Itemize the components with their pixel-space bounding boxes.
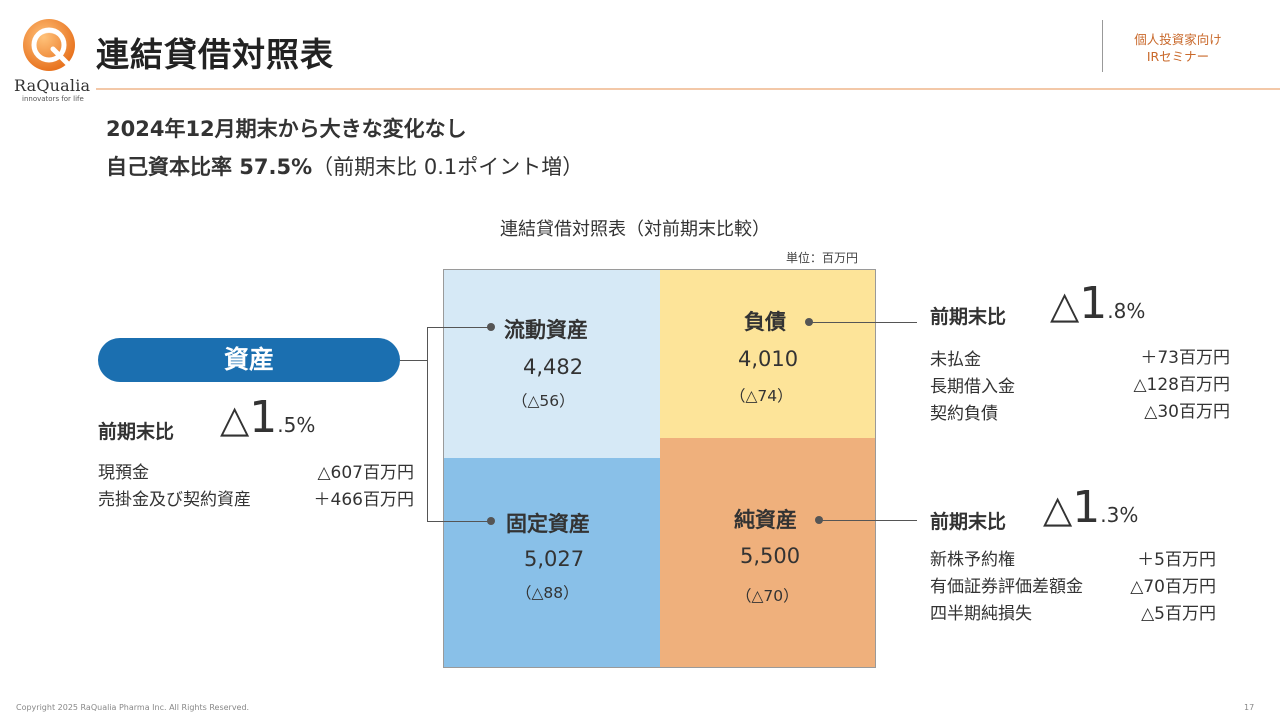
assets-cmp-dec: .5%	[277, 413, 316, 437]
assets-row-value: ＋466百万円	[313, 490, 414, 510]
current-assets-block: 流動資産 4,482 （△56）	[444, 270, 660, 458]
liabilities-value: 4,010	[738, 347, 799, 371]
liabilities-diff: （△74）	[730, 387, 793, 405]
liabilities-row-value: △30百万円	[1144, 402, 1230, 422]
fixed-assets-dot	[487, 517, 495, 525]
delta-icon: △	[220, 397, 250, 441]
liabilities-row-label: 契約負債	[930, 404, 998, 424]
liabilities-cmp-label: 前期末比	[930, 306, 1007, 328]
delta-icon: △	[1043, 487, 1073, 531]
current-assets-label: 流動資産	[504, 318, 588, 342]
net-assets-cmp-dec: .3%	[1100, 503, 1139, 527]
net-assets-block: 純資産 5,500 （△70）	[660, 438, 875, 667]
net-assets-connector	[819, 520, 917, 521]
equity-ratio-text: 自己資本比率 57.5%	[106, 155, 313, 179]
footer-copyright: Copyright 2025 RaQualia Pharma Inc. All …	[16, 703, 250, 712]
current-assets-dot	[487, 323, 495, 331]
assets-connector	[400, 360, 427, 361]
liabilities-connector	[809, 322, 917, 323]
liabilities-label: 負債	[744, 310, 786, 334]
net-assets-label: 純資産	[734, 508, 797, 532]
assets-cmp-label: 前期末比	[98, 421, 175, 443]
subtitle-line1: 2024年12月期末から大きな変化なし	[106, 117, 467, 141]
liabilities-cmp-dec: .8%	[1107, 299, 1146, 323]
badge-line2: IRセミナー	[1146, 49, 1210, 64]
liabilities-block: 負債 4,010 （△74）	[660, 270, 875, 438]
net-assets-row-label: 四半期純損失	[930, 604, 1032, 624]
logo-text: RaQualia	[14, 76, 91, 95]
equity-ratio-change: （前期末比 0.1ポイント増）	[312, 155, 584, 179]
logo-icon	[22, 18, 76, 72]
net-assets-row-value: △70百万円	[1130, 577, 1216, 597]
fixed-assets-label: 固定資産	[506, 512, 590, 536]
assets-row-value: △607百万円	[317, 463, 414, 483]
fixed-assets-connector	[427, 521, 491, 522]
fixed-assets-value: 5,027	[524, 547, 585, 571]
net-assets-diff: （△70）	[736, 587, 799, 605]
liabilities-row-label: 長期借入金	[930, 377, 1015, 397]
liabilities-cmp-int: 1	[1079, 278, 1108, 329]
net-assets-cmp-int: 1	[1072, 482, 1101, 533]
assets-cmp-value: △1.5%	[220, 392, 315, 443]
net-assets-cmp-value: △1.3%	[1043, 482, 1138, 533]
page-title: 連結貸借対照表	[96, 35, 334, 74]
delta-icon: △	[1050, 283, 1080, 327]
liabilities-row-value: △128百万円	[1133, 375, 1230, 395]
liabilities-cmp-value: △1.8%	[1050, 278, 1145, 329]
net-assets-row-value: ＋5百万円	[1137, 550, 1216, 570]
assets-pill: 資産	[98, 338, 400, 382]
current-assets-connector	[427, 327, 491, 328]
assets-bracket	[427, 327, 428, 521]
header-divider	[1102, 20, 1103, 72]
net-assets-value: 5,500	[740, 544, 801, 568]
net-assets-row-value: △5百万円	[1141, 604, 1216, 624]
fixed-assets-diff: （△88）	[516, 584, 579, 602]
assets-row-label: 売掛金及び契約資産	[98, 490, 251, 510]
net-assets-row-label: 有価証券評価差額金	[930, 577, 1083, 597]
header-rule	[96, 88, 1280, 90]
net-assets-cmp-label: 前期末比	[930, 511, 1007, 533]
chart-unit: 単位：百万円	[786, 251, 859, 265]
badge-line1: 個人投資家向け	[1134, 32, 1222, 47]
liabilities-row-value: ＋73百万円	[1140, 348, 1230, 368]
current-assets-diff: （△56）	[512, 392, 575, 410]
net-assets-row-label: 新株予約権	[930, 550, 1015, 570]
page-number: 17	[1244, 703, 1255, 712]
assets-cmp-int: 1	[249, 392, 278, 443]
header-badge: 個人投資家向け IRセミナー	[1110, 31, 1246, 65]
current-assets-value: 4,482	[523, 355, 584, 379]
liabilities-row-label: 未払金	[930, 350, 981, 370]
fixed-assets-block: 固定資産 5,027 （△88）	[444, 458, 660, 667]
chart-title: 連結貸借対照表（対前期末比較）	[500, 219, 770, 240]
logo-tagline: innovators for life	[22, 95, 84, 103]
subtitle-line2: 自己資本比率 57.5%（前期末比 0.1ポイント増）	[106, 151, 583, 181]
assets-row-label: 現預金	[98, 463, 149, 483]
